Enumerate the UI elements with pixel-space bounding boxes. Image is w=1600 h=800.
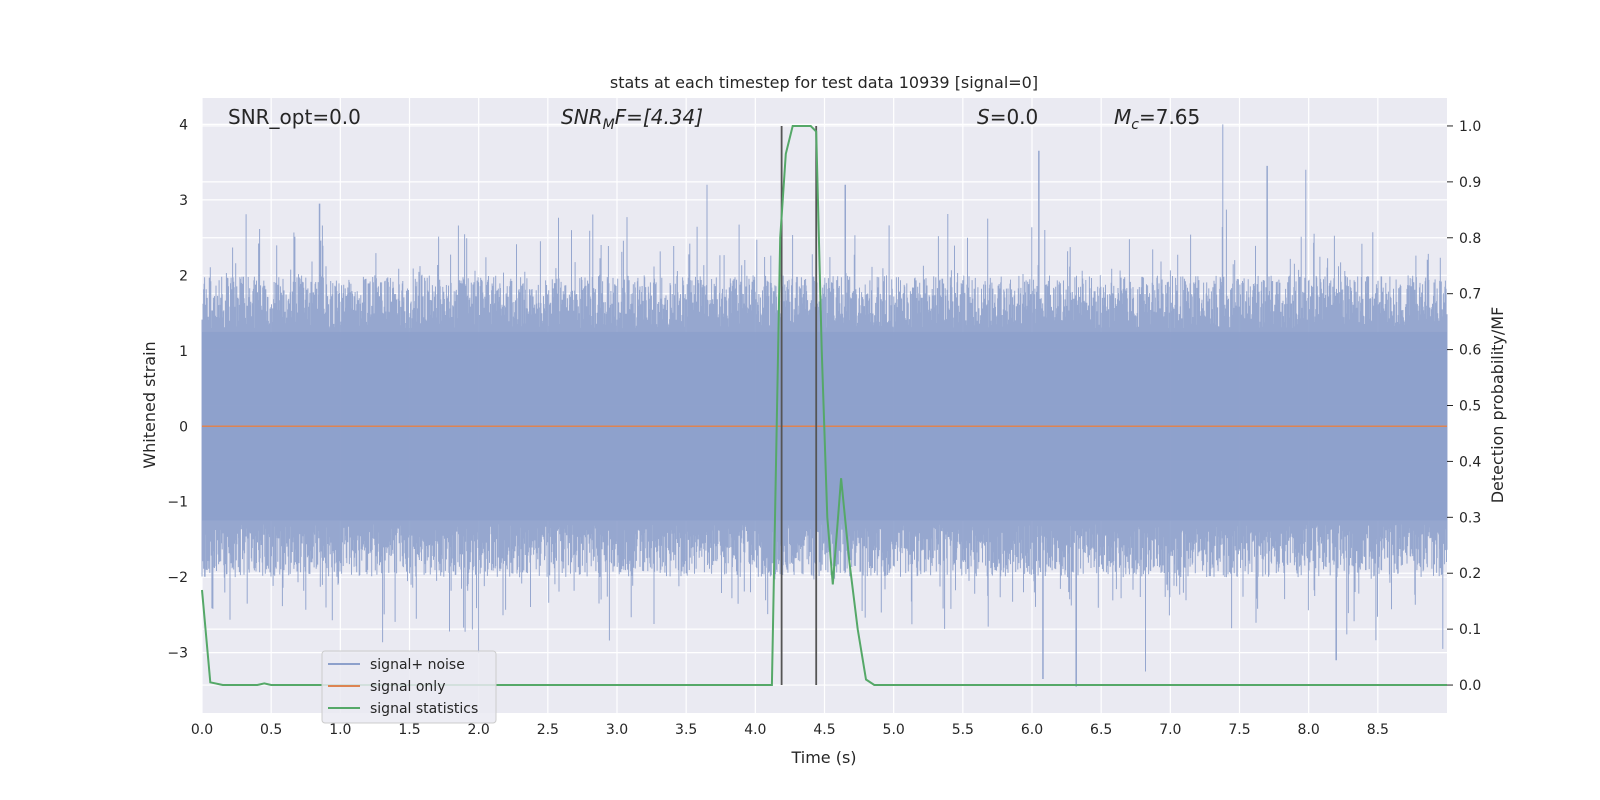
snr-mf-rest: F=[4.34]: [615, 105, 703, 129]
legend-label-noise: signal+ noise: [370, 657, 465, 673]
y-right-tick-label: 0.9: [1459, 175, 1481, 191]
x-tick-label: 0.5: [260, 722, 282, 738]
x-tick-label: 7.5: [1228, 722, 1250, 738]
y-axis-right-label: Detection probability/MF: [1488, 307, 1507, 504]
snr-mf-sub: M: [603, 117, 615, 133]
legend-box: [321, 650, 497, 724]
x-tick-label: 2.0: [468, 722, 490, 738]
legend: signal+ noise signal only signal statist…: [321, 650, 497, 724]
y-right-tick-label: 0.5: [1459, 399, 1481, 415]
x-axis-label: Time (s): [790, 748, 856, 767]
y-tick-label: 0: [179, 419, 188, 435]
snr-mf-annotation: SNRMF=[4.34]: [561, 105, 703, 133]
y-right-tick-label: 0.2: [1459, 566, 1481, 582]
mc-sub: c: [1131, 117, 1139, 133]
x-tick-label: 0.0: [191, 722, 213, 738]
y-tick-label: 1: [179, 344, 188, 360]
x-tick-label: 4.5: [813, 722, 835, 738]
y-right-tick-label: 0.4: [1459, 454, 1481, 470]
y-right-tick-label: 0.7: [1459, 287, 1481, 303]
y-tick-label: −1: [167, 495, 188, 511]
mc-annotation: Mc=7.65: [1114, 105, 1200, 133]
y-right-tick-label: 0.0: [1459, 678, 1481, 694]
y-tick-label: 3: [179, 193, 188, 209]
signal-noise-spikes: [201, 124, 1448, 687]
s-rest: =0.0: [990, 105, 1039, 129]
y-right-tick-label: 0.3: [1459, 510, 1481, 526]
y-tick-label: −2: [167, 570, 188, 586]
chart-marks: [201, 125, 1447, 686]
y-tick-label: −3: [167, 646, 188, 662]
x-tick-label: 3.0: [606, 722, 628, 738]
signal-statistics-line: [201, 125, 1447, 686]
x-tick-label: 8.0: [1298, 722, 1320, 738]
legend-label-statistics: signal statistics: [370, 701, 478, 717]
x-tick-label: 4.0: [744, 722, 766, 738]
x-tick-label: 6.5: [1090, 722, 1112, 738]
x-tick-label: 5.5: [952, 722, 974, 738]
x-tick-label: 3.5: [675, 722, 697, 738]
snr-opt-annotation: SNR_opt=0.0: [228, 105, 361, 129]
x-tick-label: 7.0: [1159, 722, 1181, 738]
x-tick-label: 5.0: [883, 722, 905, 738]
mc-rest: =7.65: [1139, 105, 1200, 129]
tick-labels: 0.0 0.5 1.0 1.5 2.0 2.5 3.0 3.5 4.0 4.5 5.0 5.5 6.0 6…: [167, 117, 1481, 738]
s-main: S: [977, 105, 990, 129]
x-tick-label: 2.5: [537, 722, 559, 738]
x-tick-label: 1.5: [398, 722, 420, 738]
y-right-tick-label: 1.0: [1459, 119, 1481, 135]
y-axis-label: Whitened strain: [140, 341, 159, 468]
y-right-tick-label: 0.8: [1459, 231, 1481, 247]
y-right-tick-label: 0.6: [1459, 343, 1481, 359]
legend-label-signal-only: signal only: [370, 679, 445, 695]
s-annotation: S=0.0: [977, 105, 1038, 129]
chart-title: stats at each timestep for test data 109…: [610, 73, 1038, 92]
x-tick-label: 8.5: [1367, 722, 1389, 738]
mc-main: M: [1114, 105, 1131, 129]
snr-mf-main: SNR: [561, 105, 603, 129]
y-tick-label: 2: [179, 268, 188, 284]
x-tick-label: 6.0: [1021, 722, 1043, 738]
x-tick-label: 1.0: [329, 722, 351, 738]
y-right-tick-label: 0.1: [1459, 622, 1481, 638]
y-tick-label: 4: [179, 117, 188, 133]
